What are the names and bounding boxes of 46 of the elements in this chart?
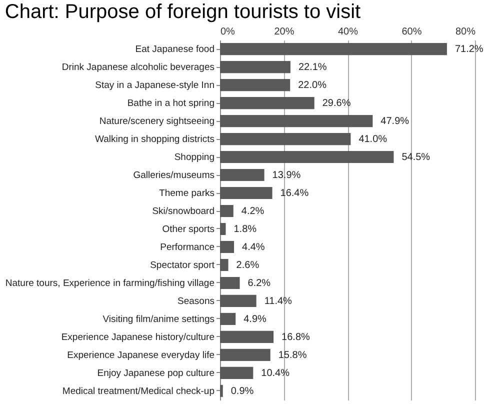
data-label: 29.6%: [322, 98, 351, 110]
data-label: 1.8%: [234, 224, 257, 235]
y-tick-label: Walking in shopping districts: [94, 134, 215, 146]
data-label: 22.0%: [298, 80, 327, 92]
x-tick-label: 40%: [338, 26, 358, 38]
y-tick-label: Stay in a Japanese-style Inn: [95, 80, 214, 92]
data-label: 54.5%: [402, 152, 430, 164]
data-label: 41.0%: [358, 134, 388, 146]
data-label: 22.1%: [298, 62, 327, 74]
data-label: 16.4%: [280, 188, 309, 200]
y-tick-label: Drink Japanese alcoholic beverages: [62, 62, 215, 74]
x-tick-label: 20%: [274, 26, 294, 38]
y-tick-label: Shopping: [174, 152, 214, 164]
data-label: 15.8%: [278, 350, 307, 361]
data-label: 4.4%: [242, 242, 265, 253]
y-tick-label: Enjoy Japanese pop culture: [97, 368, 214, 379]
data-label: 16.8%: [282, 332, 310, 343]
data-label: 4.9%: [244, 314, 267, 325]
data-label: 0.9%: [230, 386, 254, 397]
data-label: 10.4%: [261, 368, 290, 379]
y-tick-label: Ski/snowboard: [152, 206, 214, 218]
y-tick-label: Seasons: [178, 296, 215, 307]
y-tick-label: Theme parks: [159, 188, 215, 200]
y-tick-label: Medical treatment/Medical check-up: [62, 386, 214, 397]
data-label: 11.4%: [264, 296, 292, 307]
y-tick-label: Bathe in a hot spring: [127, 98, 214, 110]
y-tick-label: Experience Japanese history/culture: [61, 332, 214, 343]
data-label: 71.2%: [454, 44, 484, 56]
x-tick-label: 60%: [402, 26, 422, 38]
y-tick-label: Nature/scenery sightseeing: [99, 116, 214, 128]
y-tick-label: Spectator sport: [150, 260, 215, 271]
y-tick-label: Experience Japanese everyday life: [67, 350, 214, 361]
data-label: 6.2%: [248, 278, 271, 289]
data-label: 47.9%: [380, 116, 410, 128]
y-tick-label: Galleries/museums: [133, 170, 215, 182]
y-tick-label: Performance: [160, 242, 214, 253]
y-tick-label: Eat Japanese food: [135, 44, 214, 56]
data-label: 13.9%: [272, 170, 301, 182]
y-tick-label: Visiting film/anime settings: [102, 314, 215, 325]
data-label: 2.6%: [236, 260, 260, 271]
data-label: 4.2%: [241, 206, 264, 218]
x-tick-label: 0%: [220, 26, 236, 38]
y-tick-label: Other sports: [162, 224, 215, 235]
y-tick-label: Nature tours, Experience in farming/fishing village: [5, 278, 214, 289]
x-tick-label: 80%: [455, 26, 476, 38]
chart-title: Chart: Purpose of foreign tourists to visit: [4, 1, 362, 23]
